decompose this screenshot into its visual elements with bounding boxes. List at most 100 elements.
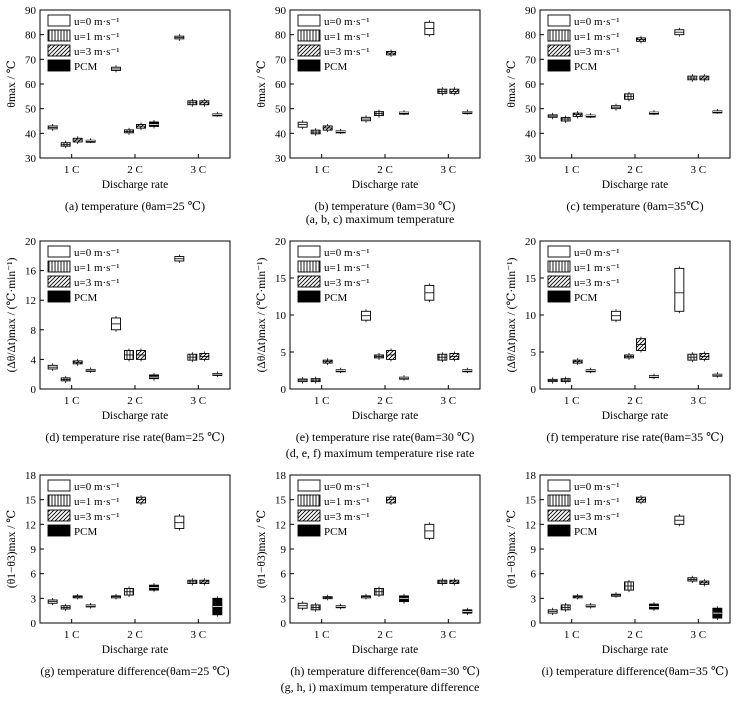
box-2-1 xyxy=(310,376,321,384)
box-3-2 xyxy=(136,122,146,131)
y-tick-label: 90 xyxy=(275,5,287,17)
box-2-1 xyxy=(310,602,321,612)
box-2-2 xyxy=(624,91,634,102)
box-3-1 xyxy=(322,123,333,133)
legend-label: u=0 m·s⁻¹ xyxy=(74,16,120,28)
x-tick-label: 3 C xyxy=(441,164,457,176)
legend-label: u=1 m·s⁻¹ xyxy=(324,262,370,274)
box-1-3 xyxy=(674,266,685,314)
box-1-1 xyxy=(547,607,558,616)
y-axis-title: (Δθ/Δt)max / (℃·min⁻¹) xyxy=(256,257,268,372)
box-2-2 xyxy=(374,109,384,118)
legend-label: u=1 m·s⁻¹ xyxy=(324,496,370,508)
y-axis-title: (θ1−θ3)max / ℃ xyxy=(506,510,518,588)
box-4-2 xyxy=(149,583,159,593)
box-3-3 xyxy=(449,578,460,586)
chart-panel-9: 0 3 6 9 12 15 18 1 C 2 C 3 C Discharge rate (θ1−θ3)… xyxy=(506,470,731,678)
box-body xyxy=(399,595,409,603)
y-tick-label: 60 xyxy=(275,79,287,91)
legend-label: u=3 m·s⁻¹ xyxy=(324,277,370,289)
legend-label: u=3 m·s⁻¹ xyxy=(574,46,620,58)
group-caption-2: (d, e, f) maximum temperature rise rate xyxy=(286,446,475,460)
y-axis-title: (θ1−θ3)max / ℃ xyxy=(6,510,18,588)
y-tick-label: 16 xyxy=(25,266,37,278)
box-1-1 xyxy=(547,377,558,384)
legend-label: PCM xyxy=(74,61,97,73)
group-caption-1: (a, b, c) maximum temperature xyxy=(306,212,455,226)
box-2-1 xyxy=(60,140,71,149)
y-tick-label: 15 xyxy=(275,495,287,507)
box-4-3 xyxy=(712,372,723,378)
box-body xyxy=(585,114,596,118)
box-1-3 xyxy=(174,34,185,41)
x-tick-label: 1 C xyxy=(314,395,330,407)
box-3-3 xyxy=(449,351,460,362)
box-3-3 xyxy=(199,351,210,362)
legend-swatch xyxy=(547,275,571,288)
legend-swatch xyxy=(297,44,321,57)
box-2-2 xyxy=(624,579,634,593)
x-tick-label: 2 C xyxy=(127,164,143,176)
box-4-1 xyxy=(85,138,96,144)
x-tick-label: 2 C xyxy=(377,395,393,407)
legend-swatch xyxy=(47,524,71,537)
y-tick-label: 0 xyxy=(281,618,287,630)
box-4-3 xyxy=(712,108,723,114)
x-tick-label: 3 C xyxy=(441,395,457,407)
legend-label: u=3 m·s⁻¹ xyxy=(574,511,620,523)
panel-caption: (c) temperature (θam=35℃) xyxy=(566,199,703,213)
box-4-2 xyxy=(399,110,409,116)
legend-label: u=1 m·s⁻¹ xyxy=(74,31,120,43)
x-axis-title: Discharge rate xyxy=(352,644,419,656)
box-1-1 xyxy=(297,601,308,611)
legend: u=0 m·s⁻¹ u=1 m·s⁻¹ u=3 m·s⁻¹ PCM xyxy=(47,245,120,304)
box-2-1 xyxy=(560,115,571,123)
box-1-2 xyxy=(611,592,621,598)
legend-swatch xyxy=(297,29,321,42)
box-2-3 xyxy=(187,352,198,363)
x-axis-title: Discharge rate xyxy=(602,179,669,191)
box-4-3 xyxy=(712,606,723,621)
box-2-3 xyxy=(687,74,698,82)
legend: u=0 m·s⁻¹ u=1 m·s⁻¹ u=3 m·s⁻¹ PCM xyxy=(297,245,370,304)
legend-swatch xyxy=(47,59,71,72)
x-tick-label: 2 C xyxy=(127,629,143,641)
y-tick-label: 9 xyxy=(531,544,537,556)
box-4-3 xyxy=(212,371,223,377)
y-tick-label: 3 xyxy=(31,593,37,605)
box-2-2 xyxy=(124,127,134,135)
legend-label: u=0 m·s⁻¹ xyxy=(574,481,620,493)
legend-swatch xyxy=(297,275,321,288)
legend-swatch xyxy=(297,509,321,522)
x-tick-label: 1 C xyxy=(314,629,330,641)
legend-swatch xyxy=(297,260,321,273)
box-2-1 xyxy=(60,603,71,612)
legend-label: u=1 m·s⁻¹ xyxy=(324,31,370,43)
box-3-2 xyxy=(386,348,396,362)
legend-label: u=0 m·s⁻¹ xyxy=(574,247,620,259)
x-axis-title: Discharge rate xyxy=(602,410,669,422)
box-body xyxy=(674,267,685,312)
x-tick-label: 1 C xyxy=(64,629,80,641)
box-1-1 xyxy=(47,123,58,131)
panel-caption: (e) temperature rise rate(θam=30 ℃) xyxy=(296,430,475,444)
y-tick-label: 80 xyxy=(25,30,37,42)
y-tick-label: 50 xyxy=(525,104,537,116)
box-2-2 xyxy=(124,348,134,362)
legend-swatch xyxy=(547,29,571,42)
y-tick-label: 70 xyxy=(275,54,287,66)
legend-label: PCM xyxy=(74,292,97,304)
box-1-3 xyxy=(424,20,435,37)
legend-swatch xyxy=(297,524,321,537)
x-tick-label: 2 C xyxy=(127,395,143,407)
box-3-1 xyxy=(572,358,583,366)
legend-swatch xyxy=(297,14,321,27)
y-axis-title: θmax / ℃ xyxy=(506,60,518,107)
legend-label: u=0 m·s⁻¹ xyxy=(74,247,120,259)
box-2-3 xyxy=(187,98,198,107)
box-3-2 xyxy=(386,49,396,57)
y-tick-label: 6 xyxy=(531,569,537,581)
box-3-2 xyxy=(636,495,646,505)
box-4-1 xyxy=(335,367,346,374)
